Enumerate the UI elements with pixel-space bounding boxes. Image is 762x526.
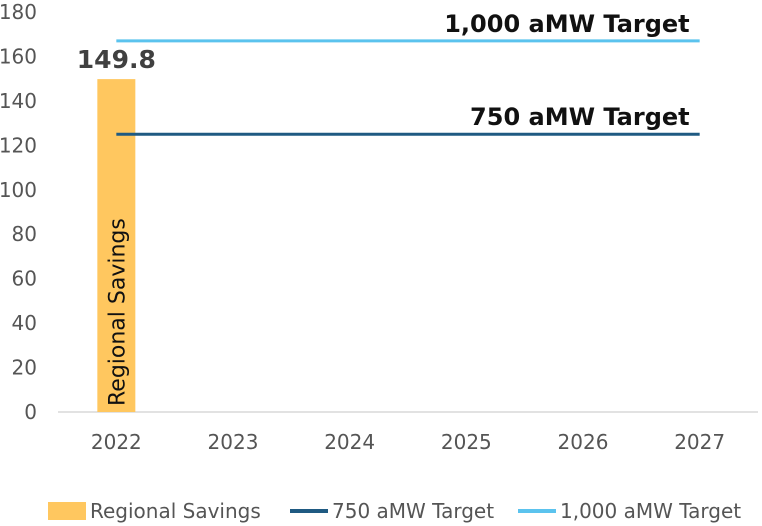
y-axis: 0 20 40 60 80 100 120 140 160 180: [0, 0, 37, 424]
plot-area: 149.8 Regional Savings 750 aMW Target 1,000…: [77, 10, 700, 412]
x-tick-label: 2027: [674, 430, 725, 454]
y-tick-label: 140: [0, 89, 37, 113]
x-tick-label: 2023: [208, 430, 259, 454]
y-tick-label: 120: [0, 133, 37, 157]
bar-data-label: 149.8: [77, 45, 156, 74]
y-tick-label: 40: [12, 311, 37, 335]
y-tick-label: 180: [0, 0, 37, 24]
y-tick-label: 80: [12, 222, 37, 246]
x-tick-label: 2026: [558, 430, 609, 454]
y-tick-label: 0: [24, 400, 37, 424]
y-tick-label: 60: [12, 267, 37, 291]
x-tick-label: 2024: [324, 430, 375, 454]
legend: Regional Savings 750 aMW Target 1,000 aMW …: [48, 499, 741, 523]
legend-label: 1,000 aMW Target: [560, 499, 741, 523]
target-line-label: 750 aMW Target: [470, 103, 690, 131]
x-tick-label: 2022: [91, 430, 142, 454]
y-tick-label: 160: [0, 44, 37, 68]
legend-label: Regional Savings: [90, 499, 261, 523]
y-tick-label: 20: [12, 356, 37, 380]
target-line-label: 1,000 aMW Target: [444, 10, 689, 38]
legend-swatch: [48, 502, 86, 520]
x-axis: 2022 2023 2024 2025 2026 2027: [58, 411, 758, 454]
legend-label: 750 aMW Target: [332, 499, 494, 523]
bar-inner-label: Regional Savings: [105, 218, 130, 406]
y-tick-label: 100: [0, 178, 37, 202]
x-tick-label: 2025: [441, 430, 492, 454]
